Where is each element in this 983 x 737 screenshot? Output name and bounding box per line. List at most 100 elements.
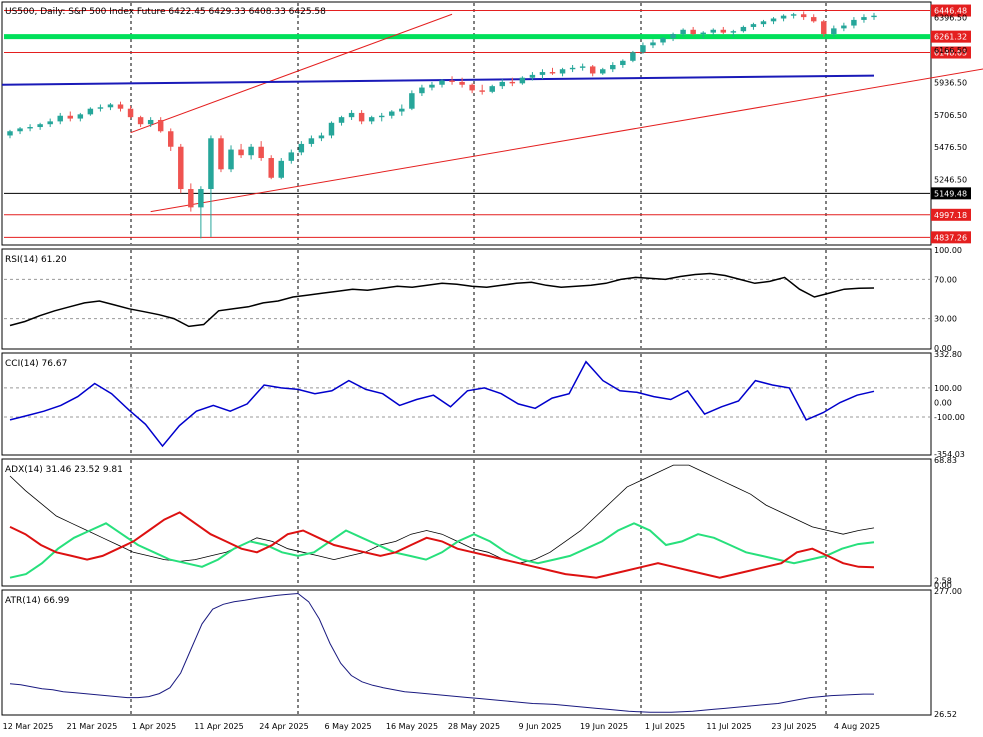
candle-body: [690, 29, 696, 35]
adx-panel-frame: [1, 458, 932, 587]
x-tick-label: 28 May 2025: [448, 722, 500, 731]
level-label: 6148.65: [934, 49, 967, 58]
indicator-tick-label: -354.03: [934, 450, 965, 459]
candle-body: [67, 115, 74, 119]
candle-body: [238, 149, 244, 156]
candle-body: [268, 158, 274, 178]
price-tick-label: 5936.50: [934, 78, 967, 87]
indicator-tick-label: -100.00: [934, 413, 965, 422]
candle-body: [399, 108, 405, 112]
candle-body: [248, 146, 254, 156]
indicator-tick-label: 2.58: [934, 576, 952, 585]
candle-body: [549, 72, 556, 74]
atr-panel-frame: [1, 589, 932, 716]
x-tick-label: 6 May 2025: [324, 722, 371, 731]
candle-body: [579, 66, 586, 68]
candle-body: [298, 143, 305, 153]
level-tag: [931, 4, 971, 17]
candle-body: [861, 17, 867, 20]
price-levels: 6446.48 6261.32 6148.65 5149.48 4997.18 4837.…: [4, 4, 971, 244]
x-tick-label: 11 Apr 2025: [194, 722, 243, 731]
candle-body: [499, 81, 506, 87]
candle-body: [27, 127, 33, 129]
candle-body: [328, 122, 335, 136]
atr-line: [9, 592, 874, 713]
level-label: 4837.26: [934, 233, 967, 242]
candle-body: [318, 135, 325, 139]
rsi-label: RSI(14) 61.20: [5, 255, 67, 265]
indicator-lines: [9, 272, 875, 713]
price-tick-label: 5706.50: [934, 111, 967, 120]
candle-body: [308, 138, 315, 144]
candle-body: [429, 84, 435, 88]
level-label: 5149.48: [934, 189, 967, 198]
level-label: 6446.48: [934, 7, 967, 16]
candle-body: [178, 146, 184, 190]
cci-label: CCI(14) 76.67: [5, 359, 67, 369]
candle-body: [650, 42, 656, 46]
candle-body: [750, 24, 757, 27]
indicator-tick-label: 100.00: [934, 246, 962, 255]
indicator-tick-label: 0.00: [934, 398, 952, 407]
candle-body: [680, 29, 686, 35]
chart-title: US500, Daily: S&P 500 Index Future 6422.…: [5, 7, 326, 17]
candle-body: [439, 80, 445, 85]
level-tag: [931, 46, 971, 59]
level-tag: [931, 30, 971, 43]
candle-body: [559, 69, 566, 74]
candle-body: [479, 90, 485, 92]
candle-body: [700, 32, 706, 35]
cci-panel-frame: [1, 352, 932, 456]
indicator-tick-label: 26.52: [934, 710, 957, 719]
x-tick-label: 9 Jun 2025: [518, 722, 561, 731]
candle-body: [539, 72, 546, 75]
indicator-tick-label: 68.83: [934, 456, 957, 465]
level-label: 6261.32: [934, 33, 967, 42]
candle-body: [871, 15, 877, 18]
indicator-tick-label: 0.00: [934, 581, 952, 590]
indicator-tick-label: 30.00: [934, 315, 957, 324]
candle-body: [660, 38, 666, 43]
axis-ticks: 12 Mar 2025 21 Mar 2025 1 Apr 2025 11 Apr 2…: [3, 14, 967, 731]
candle-body: [77, 114, 84, 119]
price-tick-label: 6396.50: [934, 14, 967, 23]
candle-body: [188, 189, 194, 208]
candle-body: [469, 84, 475, 91]
candle-body: [37, 124, 43, 128]
cci-line: [9, 360, 875, 448]
x-tick-label: 19 Jun 2025: [580, 722, 628, 731]
candle-body: [288, 152, 295, 161]
x-tick-label: 24 Apr 2025: [259, 722, 308, 731]
candle-body: [760, 21, 767, 25]
channel-line: [150, 68, 983, 213]
candle-body: [831, 28, 837, 35]
candle-body: [740, 26, 747, 32]
price-tick-label: 5476.50: [934, 143, 967, 152]
candle-body: [17, 128, 23, 132]
x-tick-label: 23 Jul 2025: [771, 722, 816, 731]
candle-body: [368, 117, 375, 122]
x-tick-label: 16 May 2025: [386, 722, 438, 731]
candle-body: [389, 111, 395, 116]
candle-body: [640, 45, 646, 53]
candle-body: [519, 77, 526, 84]
adx-label: ADX(14) 31.46 23.52 9.81: [5, 465, 123, 475]
candle-body: [670, 34, 676, 39]
candle-body: [509, 81, 516, 84]
candle-body: [810, 17, 817, 22]
candle-body: [348, 112, 355, 118]
candle-body: [620, 60, 626, 66]
indicator-tick-label: 277.00: [934, 587, 962, 596]
x-tick-label: 4 Aug 2025: [834, 722, 880, 731]
price-panel-frame: [1, 1, 932, 246]
candle-body: [419, 87, 425, 94]
candle-body: [358, 112, 365, 122]
rsi-panel-frame: [1, 248, 932, 350]
candle-body: [851, 19, 857, 26]
candle-body: [338, 117, 345, 123]
candle-body: [489, 86, 495, 92]
candle-body: [107, 104, 114, 108]
adx-line-adx: [9, 464, 875, 564]
